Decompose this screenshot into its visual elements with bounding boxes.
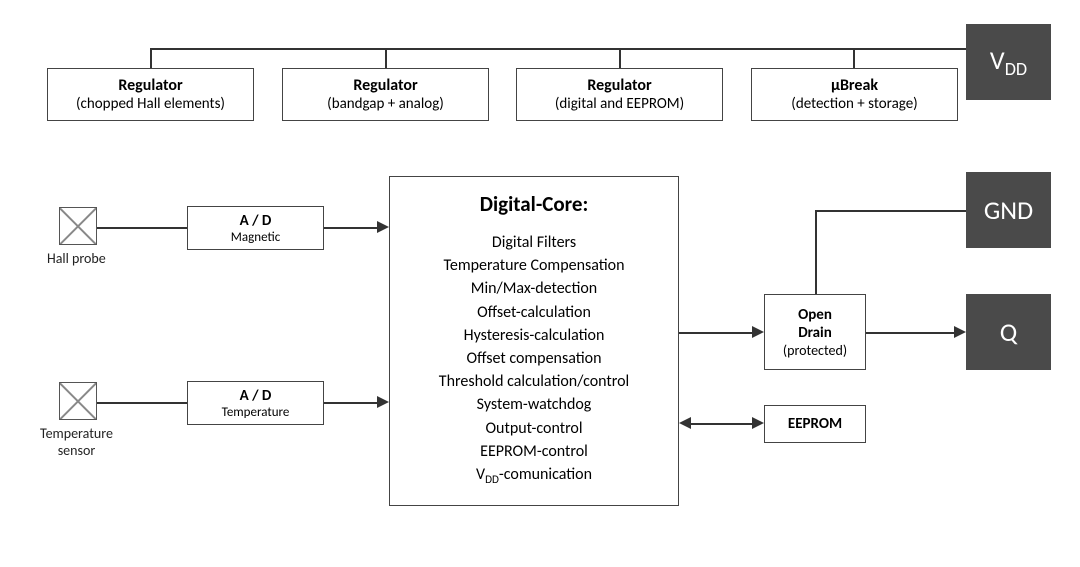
temp-sensor-icon — [59, 382, 97, 420]
box-sub: (digital and EEPROM) — [555, 95, 684, 113]
box-title: µBreak — [831, 76, 878, 95]
box-sub: (detection + storage) — [791, 95, 917, 113]
box-ubreak: µBreak (detection + storage) — [751, 68, 958, 121]
wire-od-q — [866, 332, 955, 334]
rail-top — [150, 48, 966, 50]
box-regulator-digital: Regulator (digital and EEPROM) — [516, 68, 723, 121]
rail-drop-3 — [619, 48, 621, 68]
box-regulator-hall: Regulator (chopped Hall elements) — [47, 68, 254, 121]
box-adc-magnetic: A / D Magnetic — [187, 206, 324, 250]
box-regulator-bandgap: Regulator (bandgap + analog) — [282, 68, 489, 121]
wire-adctemp-core — [324, 402, 378, 404]
arrow-adcmag-core — [377, 221, 389, 233]
wire-core-eeprom — [691, 423, 753, 425]
pin-vdd: VDD — [966, 24, 1051, 100]
od-line2: Drain — [798, 324, 832, 342]
pin-vdd-label: VDD — [990, 44, 1027, 80]
hall-probe-icon — [59, 207, 97, 245]
wire-temp-adc — [97, 402, 187, 404]
core-items: Digital FiltersTemperature CompensationM… — [439, 231, 629, 488]
pin-q-label: Q — [1000, 316, 1018, 348]
box-adc-temperature: A / D Temperature — [187, 381, 324, 425]
pin-gnd-label: GND — [984, 194, 1033, 226]
temp-sensor-label: Temperature sensor — [40, 425, 113, 459]
adc-title: A / D — [240, 212, 272, 230]
box-sub: (chopped Hall elements) — [76, 95, 225, 113]
adc-title: A / D — [240, 387, 272, 405]
adc-sub: Magnetic — [231, 230, 280, 245]
arrow-adctemp-core — [377, 396, 389, 408]
box-digital-core: Digital-Core: Digital FiltersTemperature… — [389, 176, 679, 506]
core-title: Digital-Core: — [480, 191, 589, 217]
wire-adcmag-core — [324, 227, 378, 229]
box-eeprom: EEPROM — [764, 405, 866, 443]
rail-drop-2 — [385, 48, 387, 68]
wire-od-gnd-v — [815, 210, 817, 294]
wire-hall-adc — [97, 227, 187, 229]
wire-od-gnd-h — [815, 210, 966, 212]
box-title: Regulator — [353, 76, 417, 95]
eeprom-label: EEPROM — [788, 415, 842, 433]
od-line3: (protected) — [783, 342, 847, 359]
arrow-core-od — [752, 326, 764, 338]
pin-gnd: GND — [966, 172, 1051, 248]
box-title: Regulator — [118, 76, 182, 95]
rail-drop-4 — [853, 48, 855, 68]
box-sub: (bandgap + analog) — [327, 95, 444, 113]
rail-drop-1 — [150, 48, 152, 68]
arrow-core-eeprom-l — [679, 417, 691, 429]
box-open-drain: Open Drain (protected) — [764, 294, 866, 370]
box-title: Regulator — [587, 76, 651, 95]
arrow-od-q — [954, 326, 966, 338]
hall-probe-label: Hall probe — [47, 250, 106, 267]
pin-q: Q — [966, 294, 1051, 370]
od-line1: Open — [798, 306, 832, 324]
adc-sub: Temperature — [222, 405, 290, 420]
arrow-core-eeprom-r — [752, 417, 764, 429]
wire-core-od — [679, 332, 753, 334]
